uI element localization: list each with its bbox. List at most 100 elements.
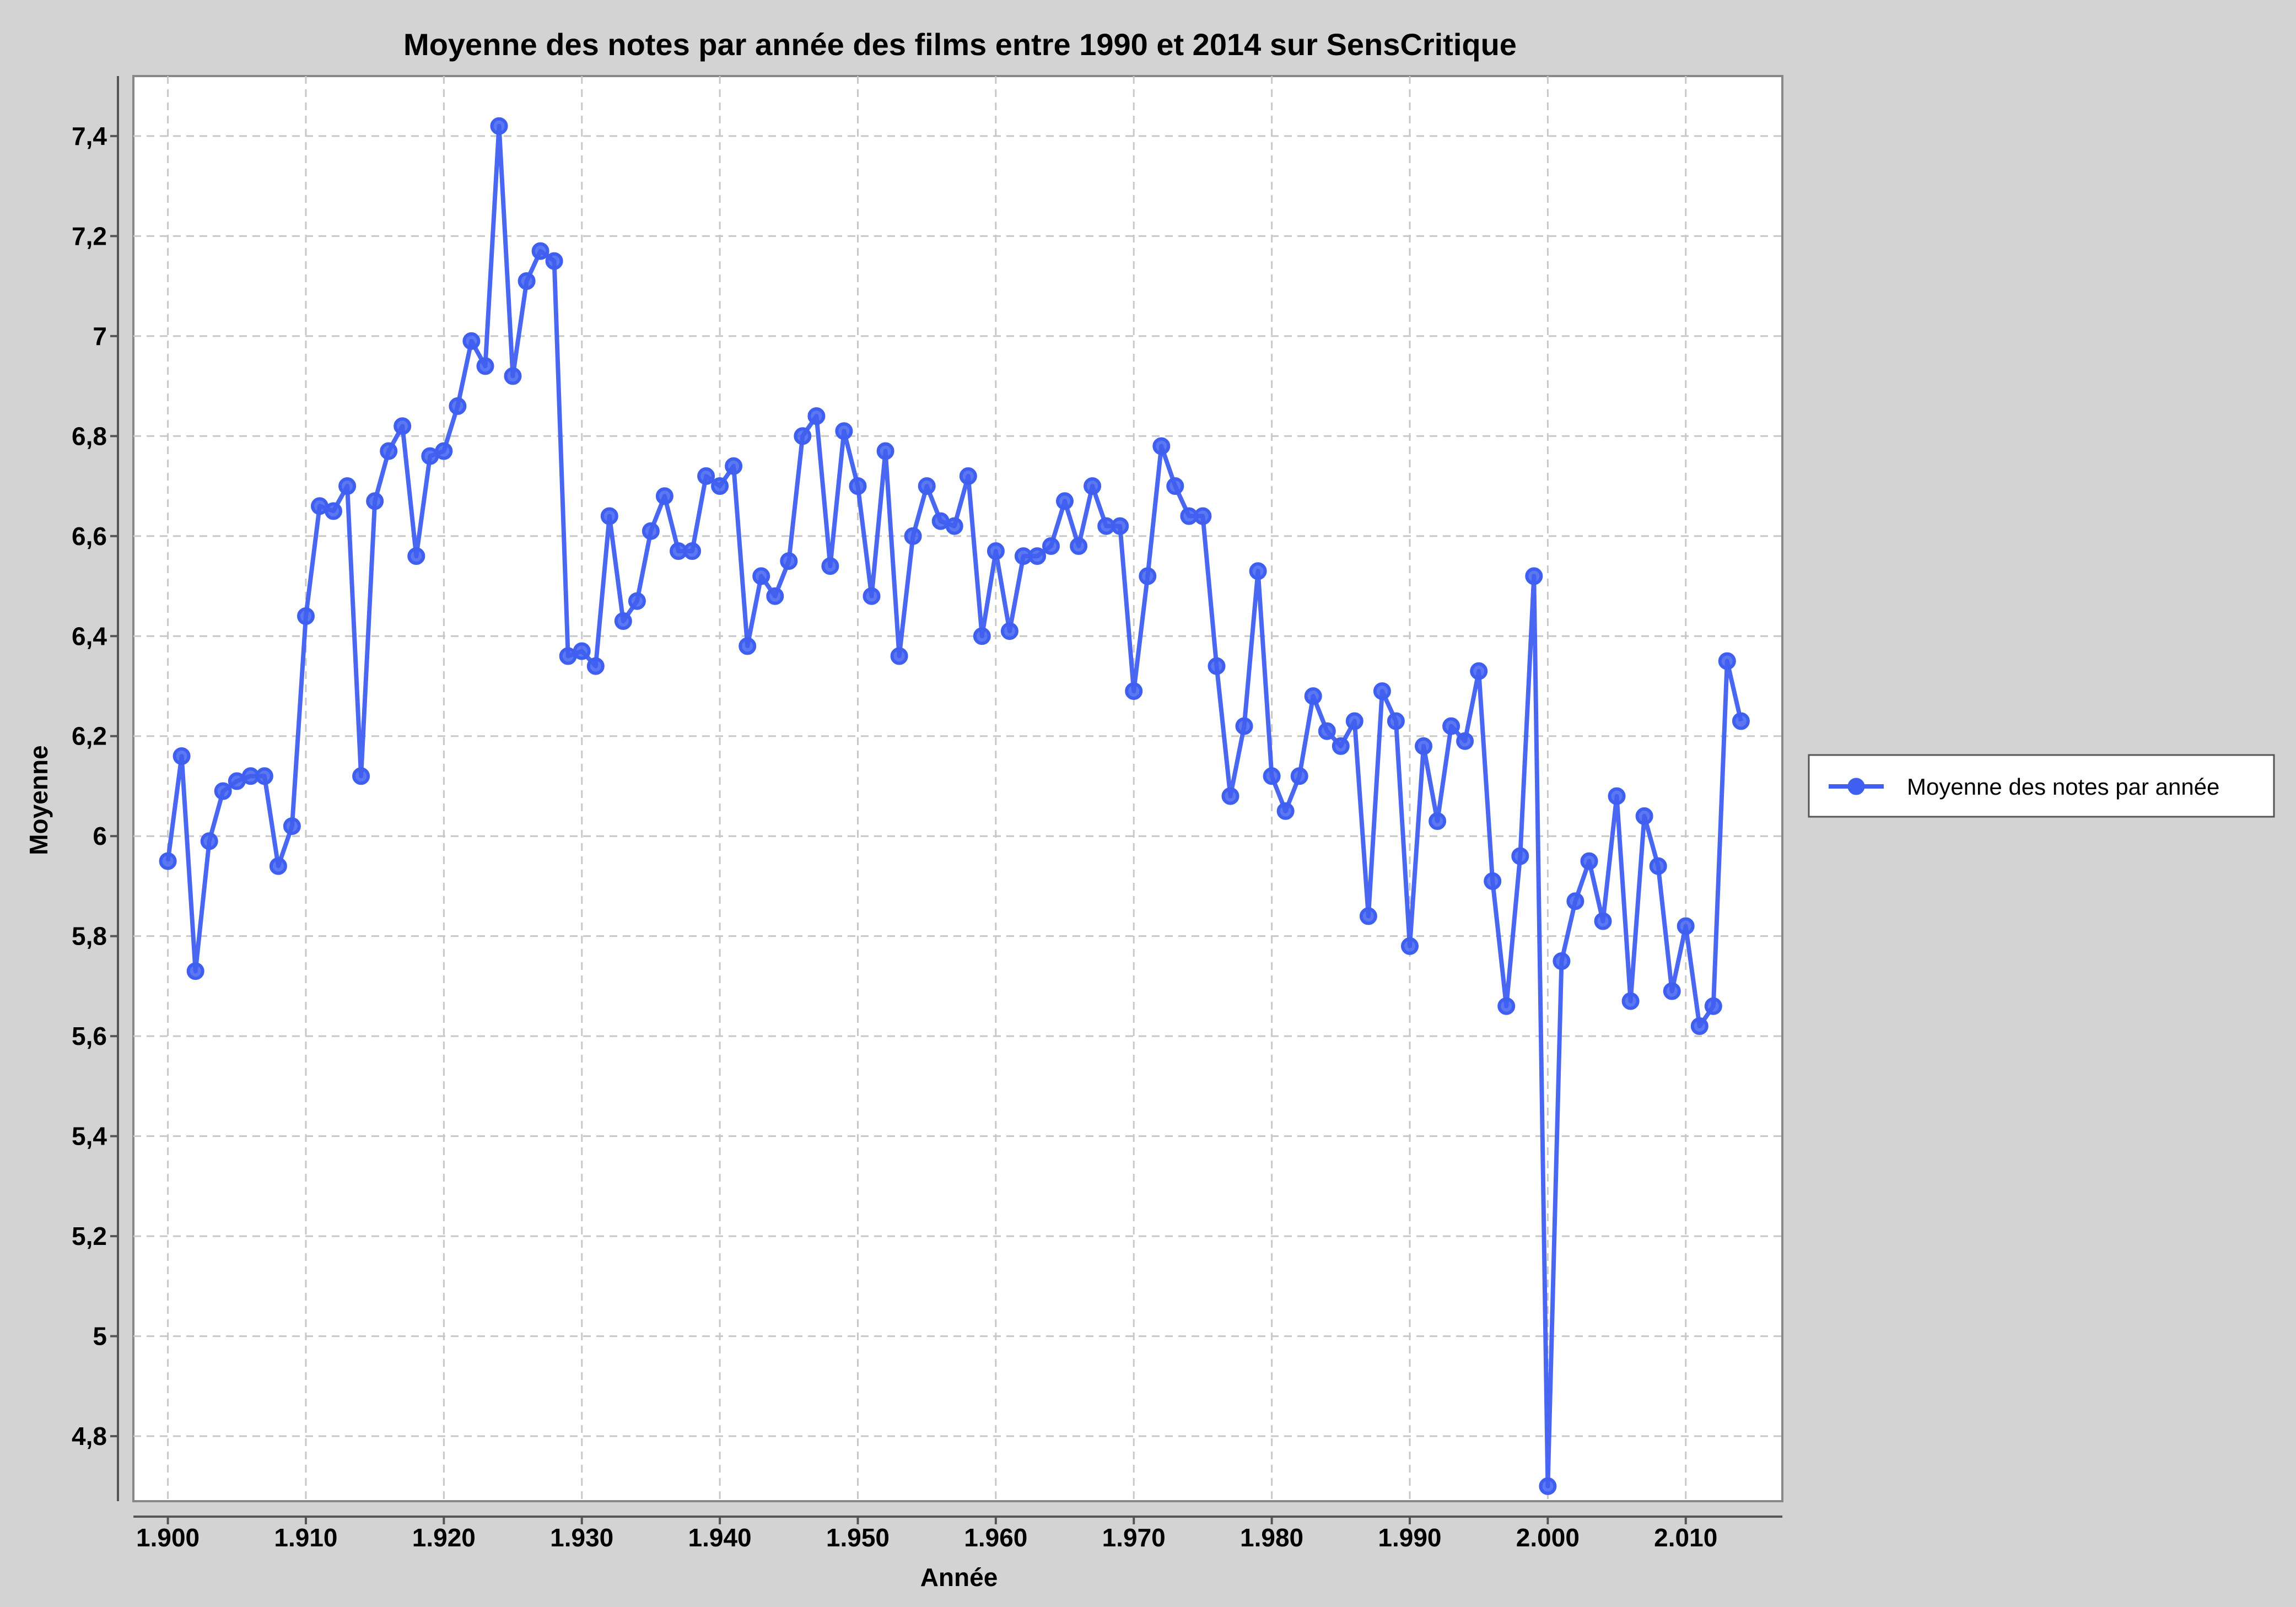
data-point [504,367,522,385]
data-point [1732,712,1750,730]
data-point [283,817,301,835]
data-point [1042,537,1060,555]
data-point [1152,437,1171,455]
data-point [1249,562,1267,580]
y-axis: 4,8 5 5,2 5,4 5,6 5,8 6 6,2 6,4 6,6 6,8 7 7,2 7,4 [72,76,119,1501]
data-point [518,272,536,290]
data-point [1208,657,1226,675]
y-tick-label: 7,4 [72,122,107,150]
data-point [1580,852,1598,870]
data-point [531,242,549,260]
data-point [407,547,425,565]
data-point [1539,1477,1557,1495]
x-axis-label: Année [920,1563,998,1592]
data-point [780,552,798,570]
data-point [366,492,384,510]
data-point [1070,537,1088,555]
data-point [1442,717,1460,735]
data-point [476,357,494,375]
y-tick-label: 7 [93,322,107,350]
data-point [655,487,673,505]
chart-title: Moyenne des notes par année des films en… [403,27,1517,62]
data-point [1690,1017,1708,1035]
data-point [711,477,729,495]
data-point [918,477,936,495]
data-point [642,522,660,540]
data-point [1290,767,1308,785]
data-point [752,567,770,585]
data-point [876,442,894,460]
data-point [325,502,342,520]
data-point [890,647,908,665]
x-tick-label: 1.940 [688,1523,752,1552]
data-point [1194,507,1212,525]
data-point [683,542,701,560]
data-point [1000,622,1018,640]
data-point [945,517,963,535]
y-tick-label: 6,6 [72,522,107,551]
y-tick-label: 5,4 [72,1122,107,1151]
data-point [1235,717,1253,735]
data-point [1663,982,1681,1000]
y-tick-label: 4,8 [72,1422,107,1450]
data-point [435,442,453,460]
data-point [973,627,991,645]
data-point [1553,952,1571,970]
data-point [1166,477,1184,495]
x-tick-label: 2.010 [1654,1523,1717,1552]
data-point [835,422,853,440]
data-point [1111,517,1129,535]
data-point [1028,547,1046,565]
data-point [739,637,757,655]
data-point [573,642,591,660]
data-point [1263,767,1281,785]
x-tick-label: 1.990 [1378,1523,1441,1552]
y-axis-label: Moyenne [24,745,53,855]
data-point [269,857,287,875]
y-tick-label: 6,4 [72,622,107,650]
x-tick-label: 2.000 [1516,1523,1580,1552]
y-tick-label: 5,2 [72,1222,107,1250]
data-point [600,507,618,525]
data-point [1276,802,1295,820]
data-point [1456,732,1474,750]
legend-marker [1847,778,1865,795]
data-point [545,252,563,270]
data-point [1429,812,1447,830]
data-point [614,612,632,630]
data-point [1608,787,1626,805]
data-point [1621,992,1640,1010]
data-point [159,852,177,870]
data-point [1511,847,1529,865]
data-point [394,417,412,435]
legend: Moyenne des notes par année [1808,754,2275,818]
data-point [1084,477,1102,495]
data-point [1484,872,1502,890]
data-point [297,607,315,625]
data-point [1525,567,1543,585]
grid [133,76,1782,1501]
x-tick-label: 1.960 [964,1523,1027,1552]
data-point [807,407,826,425]
data-point [987,542,1005,560]
data-point [1125,682,1143,700]
data-point [1332,737,1350,755]
data-point [1635,807,1653,825]
data-point [200,832,218,850]
data-point [863,587,881,605]
data-point [380,442,398,460]
data-point [725,457,743,475]
y-tick-label: 5,6 [72,1022,107,1050]
x-tick-label: 1.900 [136,1523,200,1552]
data-point [490,117,508,135]
data-point [1718,652,1736,670]
data-point [766,587,784,605]
x-axis: 1.900 1.910 1.920 1.930 1.940 1.950 1.960 1.970… [133,1516,1782,1552]
data-point [904,527,922,545]
x-tick-label: 1.930 [550,1523,613,1552]
data-point [1359,907,1377,925]
data-point [794,427,812,445]
x-tick-label: 1.970 [1102,1523,1166,1552]
data-point [186,962,204,980]
